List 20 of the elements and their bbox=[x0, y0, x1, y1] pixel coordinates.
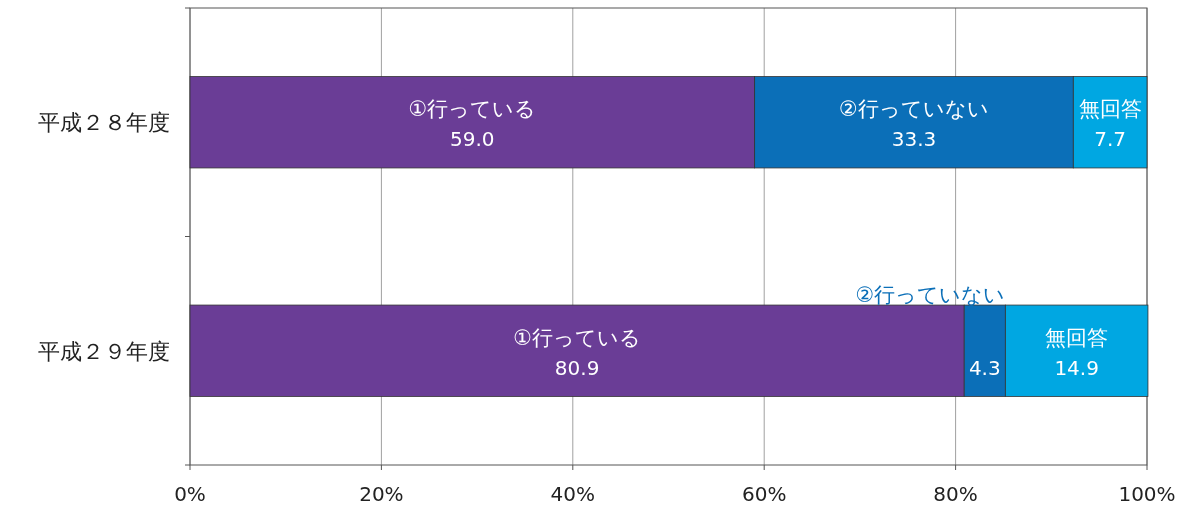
series-label: ②行っていない bbox=[855, 283, 1006, 308]
data-label: 14.9 bbox=[1054, 355, 1099, 380]
data-label: 4.3 bbox=[968, 355, 1001, 380]
y-tick-label: 平成２８年度 bbox=[38, 110, 170, 136]
x-tick-label: 0% bbox=[174, 482, 206, 506]
text: 無回答 bbox=[1045, 325, 1109, 350]
data-label: 33.3 bbox=[891, 127, 937, 152]
y-tick-label: 平成２９年度 bbox=[38, 338, 170, 364]
series-label: 無回答 bbox=[1078, 97, 1142, 122]
x-tick-label: 20% bbox=[359, 482, 404, 506]
data-label: 7.7 bbox=[1094, 127, 1127, 152]
x-tick-label: 60% bbox=[741, 482, 787, 506]
x-tick-label: 40% bbox=[550, 482, 596, 506]
data-label: 80.9 bbox=[554, 355, 600, 380]
text: ①行っている bbox=[408, 97, 537, 122]
text: ②行っていない bbox=[839, 97, 989, 122]
x-tick-label: 100% bbox=[1118, 482, 1176, 506]
series-label: ①行っている bbox=[513, 325, 642, 350]
data-label: 59.0 bbox=[450, 127, 495, 152]
x-tick-label: 80% bbox=[933, 482, 978, 506]
